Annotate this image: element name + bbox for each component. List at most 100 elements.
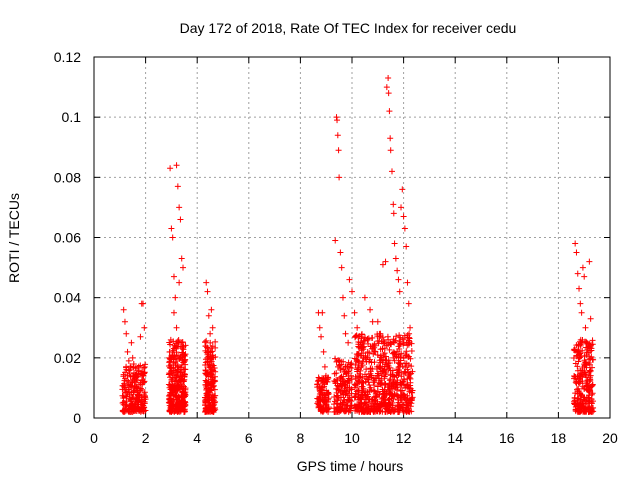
data-point [391, 339, 398, 346]
data-point [352, 333, 359, 340]
data-point [345, 390, 352, 397]
data-point [123, 330, 130, 337]
data-point [371, 388, 378, 395]
data-point [395, 369, 402, 376]
data-point [173, 324, 180, 331]
data-point [319, 309, 326, 316]
data-point [166, 364, 173, 371]
data-point [374, 352, 381, 359]
data-point [407, 375, 414, 382]
data-point [387, 341, 394, 348]
data-point [134, 405, 141, 412]
data-point [397, 334, 404, 341]
data-point [174, 364, 181, 371]
data-point [383, 84, 390, 91]
data-point [130, 369, 137, 376]
data-point [389, 372, 396, 379]
data-point [331, 394, 338, 401]
data-point [181, 408, 188, 415]
data-point [578, 405, 585, 412]
data-point [335, 147, 342, 154]
data-point [374, 383, 381, 390]
data-point [334, 132, 341, 139]
data-point [340, 358, 347, 365]
data-point [209, 375, 216, 382]
x-tick-label: 6 [245, 430, 253, 446]
data-point [407, 403, 414, 410]
data-point [211, 365, 218, 372]
data-point [573, 249, 580, 256]
data-point [333, 370, 340, 377]
data-point [336, 174, 343, 181]
data-point [177, 406, 184, 413]
data-point [388, 168, 395, 175]
x-tick-label: 8 [297, 430, 305, 446]
data-point [578, 396, 585, 403]
data-point [177, 386, 184, 393]
data-point [177, 216, 184, 223]
data-point [367, 365, 374, 372]
y-tick-label: 0.02 [54, 350, 81, 366]
data-point [166, 393, 173, 400]
data-point [400, 355, 407, 362]
data-point [366, 395, 373, 402]
data-point [582, 401, 589, 408]
data-point [335, 357, 342, 364]
data-point [167, 336, 174, 343]
data-point [367, 408, 374, 415]
data-point [366, 356, 373, 363]
data-point [208, 384, 215, 391]
y-tick-label: 0.1 [62, 109, 82, 125]
data-point [353, 405, 360, 412]
data-point [340, 397, 347, 404]
data-point [339, 294, 346, 301]
data-point [371, 359, 378, 366]
data-point [583, 364, 590, 371]
data-point [391, 240, 398, 247]
data-point [141, 404, 148, 411]
data-point [390, 201, 397, 208]
data-point [397, 340, 404, 347]
data-point [371, 348, 378, 355]
data-point [363, 366, 370, 373]
data-point [351, 402, 358, 409]
data-point [586, 356, 593, 363]
data-point [382, 258, 389, 265]
data-point [180, 378, 187, 385]
data-point [583, 352, 590, 359]
y-tick-label: 0.06 [54, 230, 81, 246]
data-point [572, 374, 579, 381]
data-point [376, 375, 383, 382]
data-point [175, 394, 182, 401]
data-point [179, 401, 186, 408]
data-point [573, 380, 580, 387]
data-point [574, 386, 581, 393]
data-point [369, 318, 376, 325]
data-point [396, 288, 403, 295]
data-point [208, 306, 215, 313]
tick-labels: 0 2 4 6 8 10 12 14 16 18 20 0 0.02 0.04 0.06 0.08 0.1 0.1… [54, 49, 618, 446]
data-point [581, 273, 588, 280]
data-point [394, 267, 401, 274]
data-point [585, 394, 592, 401]
data-point [587, 368, 594, 375]
data-point [584, 404, 591, 411]
data-point [346, 384, 353, 391]
data-point [120, 399, 127, 406]
data-point [124, 390, 131, 397]
data-point [400, 378, 407, 385]
data-point [365, 340, 372, 347]
data-point [318, 407, 325, 414]
data-point [385, 75, 392, 82]
data-point [357, 403, 364, 410]
data-point [370, 408, 377, 415]
data-point [127, 366, 134, 373]
data-point [126, 402, 133, 409]
data-point [322, 394, 329, 401]
data-point [348, 398, 355, 405]
data-point [576, 354, 583, 361]
data-point [407, 324, 414, 331]
data-point [132, 378, 139, 385]
data-point [409, 394, 416, 401]
